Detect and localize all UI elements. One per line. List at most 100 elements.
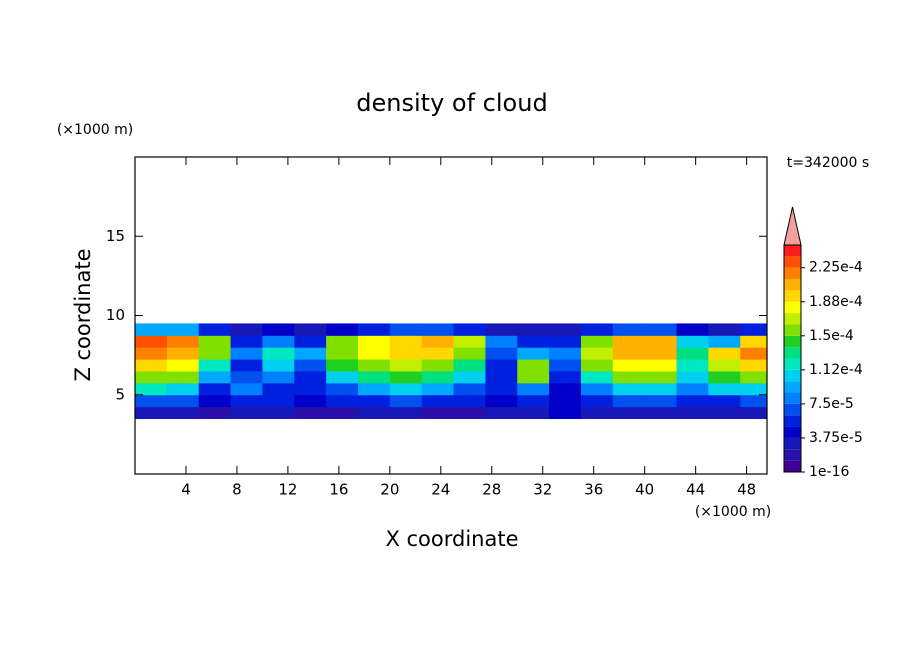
contour-cell <box>262 323 295 336</box>
contour-cell <box>612 394 646 408</box>
colorbar-frame <box>783 244 802 473</box>
contour-cell <box>166 394 200 408</box>
contour-cell <box>294 347 327 360</box>
contour-cell <box>421 394 455 408</box>
contour-cell <box>357 359 391 372</box>
contour-cell <box>485 406 518 420</box>
colorbar-tick-label: 1.12e-4 <box>809 362 863 378</box>
contour-cell <box>166 323 200 336</box>
x-tick-label: 4 <box>181 481 191 499</box>
contour-cell <box>357 406 391 420</box>
contour-cell <box>740 394 768 408</box>
contour-cell <box>612 382 646 396</box>
contour-cell <box>517 394 550 408</box>
contour-cell <box>294 406 327 420</box>
colorbar-band <box>784 358 801 370</box>
contour-cell <box>740 359 768 372</box>
contour-cell <box>453 370 486 384</box>
contour-cell <box>135 394 168 408</box>
contour-cell <box>135 335 168 348</box>
colorbar-band <box>784 449 801 461</box>
colorbar-band <box>784 290 801 302</box>
contour-cell <box>644 323 678 336</box>
x-tick-label: 20 <box>380 481 399 499</box>
contour-cell <box>326 394 359 408</box>
contour-cell <box>198 370 232 384</box>
x-tick-label: 8 <box>232 481 242 499</box>
contour-cell <box>230 394 263 408</box>
colorbar-tick-label: 7.5e-5 <box>809 396 854 412</box>
contour-cell <box>230 359 263 372</box>
contour-cell <box>676 382 709 396</box>
contour-cell <box>580 335 614 348</box>
colorbar-band <box>784 403 801 416</box>
x-tick-label: 44 <box>686 481 705 499</box>
contour-cell <box>326 382 359 396</box>
contour-cell <box>485 347 518 360</box>
contour-cell <box>644 347 678 360</box>
contour-cell <box>135 323 168 336</box>
contour-cell <box>580 323 614 336</box>
contour-cell <box>549 323 582 336</box>
contour-cell <box>740 370 768 384</box>
colorbar-band <box>784 426 801 438</box>
contour-cell <box>453 394 486 408</box>
contour-cell <box>262 406 295 420</box>
colorbar-tick-label: 1e-16 <box>809 464 849 480</box>
contour-cell <box>485 394 518 408</box>
x-tick-label: 12 <box>278 481 297 499</box>
contour-cell <box>294 359 327 372</box>
colorbar-band <box>784 392 801 404</box>
y-tick-label: 10 <box>106 306 125 324</box>
contour-cell <box>389 406 423 420</box>
contour-cell <box>580 382 614 396</box>
contour-cell <box>453 335 486 348</box>
contour-cell <box>326 347 359 360</box>
chart-title: density of cloud <box>356 89 547 117</box>
x-tick-label: 28 <box>482 481 501 499</box>
x-tick-label: 48 <box>737 481 756 499</box>
contour-cell <box>166 382 200 396</box>
colorbar-band <box>784 279 801 291</box>
contour-cell <box>421 323 455 336</box>
contour-cell <box>708 382 741 396</box>
contour-cell <box>740 335 768 348</box>
contour-cell <box>708 370 741 384</box>
contour-cell <box>294 394 327 408</box>
contour-cell <box>485 370 518 384</box>
x-tick-label: 24 <box>431 481 450 499</box>
plot-frame <box>134 156 768 475</box>
contour-cell <box>389 370 423 384</box>
contour-cell <box>389 394 423 408</box>
contour-cell <box>612 359 646 372</box>
colorbar-tick-label: 3.75e-5 <box>809 430 863 446</box>
contour-cell <box>421 370 455 384</box>
contour-cell <box>198 323 232 336</box>
contour-cell <box>549 382 582 396</box>
contour-cell <box>612 347 646 360</box>
contour-cell <box>644 394 678 408</box>
contour-cell <box>708 323 741 336</box>
contour-cell <box>676 323 709 336</box>
contour-cell <box>135 382 168 396</box>
contour-cell <box>389 335 423 348</box>
contour-cell <box>294 323 327 336</box>
contour-cell <box>485 359 518 372</box>
contour-cell <box>326 335 359 348</box>
contour-cell <box>740 382 768 396</box>
x-tick-label: 16 <box>329 481 348 499</box>
contour-cell <box>740 406 768 420</box>
contour-cell <box>517 335 550 348</box>
contour-cell <box>389 323 423 336</box>
x-axis-title: X coordinate <box>385 527 518 551</box>
contour-cell <box>517 359 550 372</box>
colorbar-tick-label: 1.88e-4 <box>809 294 863 310</box>
colorbar-extension <box>783 206 802 246</box>
contour-cell <box>580 394 614 408</box>
colorbar-band <box>784 415 801 427</box>
contour-cell <box>453 347 486 360</box>
contour-cell <box>357 394 391 408</box>
contour-cell <box>644 370 678 384</box>
contour-cell <box>676 347 709 360</box>
